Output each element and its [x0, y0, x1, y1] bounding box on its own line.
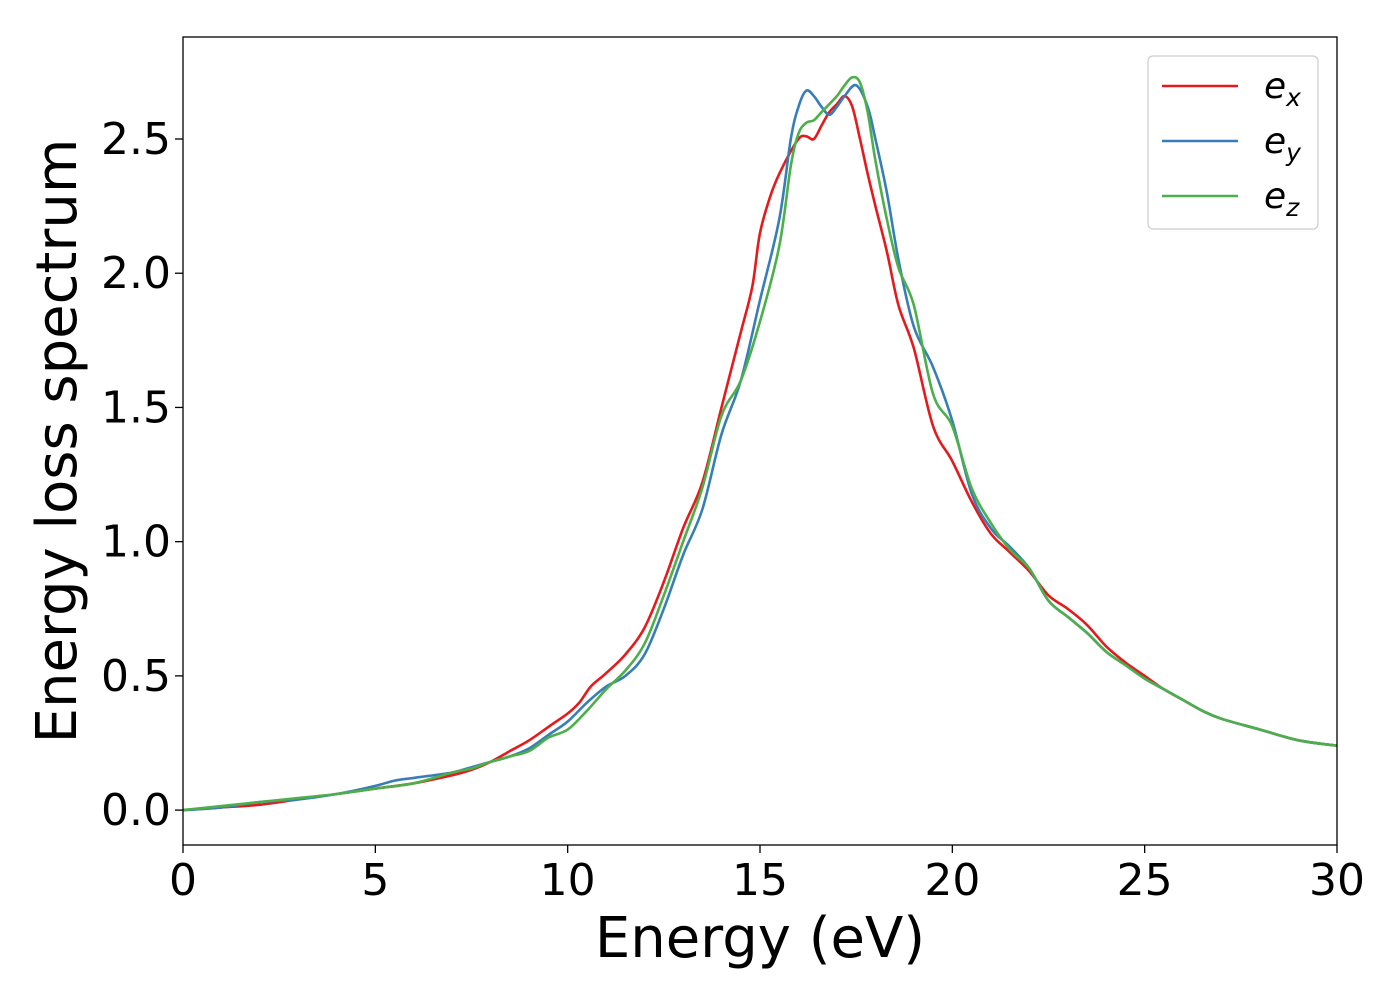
legend-label-base: e	[1264, 176, 1286, 217]
y-tick-label: 2.5	[101, 114, 171, 165]
x-tick-label: 25	[1117, 855, 1173, 906]
legend-label-x: ex	[1264, 66, 1301, 112]
x-tick-label: 5	[361, 855, 389, 906]
x-tick-label: 15	[732, 855, 788, 906]
x-axis: 0 5 10 15 20 25 30	[169, 845, 1365, 906]
series-line-z	[183, 75, 1337, 812]
x-tick-label: 30	[1309, 855, 1365, 906]
y-tick-label: 1.0	[101, 517, 171, 568]
y-tick-label: 2.0	[101, 248, 171, 299]
y-tick-label: 0.5	[101, 651, 171, 702]
legend-label-subscript: y	[1285, 138, 1302, 167]
y-axis-title: Energy loss spectrum	[25, 139, 90, 744]
series-layer	[183, 75, 1337, 812]
x-tick-label: 10	[540, 855, 596, 906]
x-axis-title: Energy (eV)	[595, 906, 925, 971]
series-line-x	[183, 94, 1337, 812]
x-tick-label: 0	[169, 855, 197, 906]
y-tick-label: 0.0	[101, 785, 171, 836]
legend-label-subscript: x	[1285, 83, 1301, 112]
legend-label-subscript: z	[1285, 193, 1300, 222]
legend-label-y: ey	[1264, 121, 1302, 167]
legend-label-base: e	[1264, 66, 1286, 107]
y-axis: 0.0 0.5 1.0 1.5 2.0 2.5	[101, 114, 183, 836]
legend-label-z: ez	[1264, 176, 1300, 222]
x-tick-label: 20	[924, 855, 980, 906]
legend-label-base: e	[1264, 121, 1286, 162]
legend-box	[1147, 55, 1319, 230]
y-tick-label: 1.5	[101, 382, 171, 433]
